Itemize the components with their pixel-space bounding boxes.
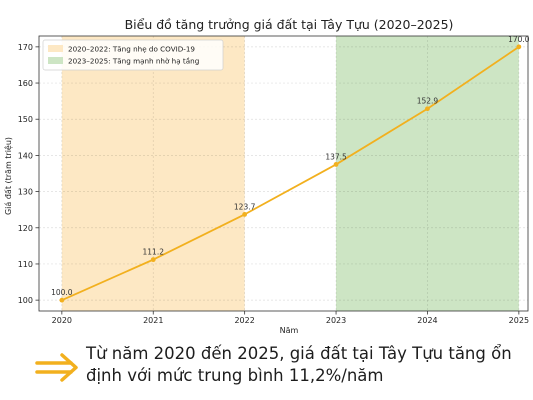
x-tick-label: 2024	[417, 316, 437, 325]
y-tick-label: 110	[18, 260, 33, 269]
land-price-chart: Biểu đồ tăng trưởng giá đất tại Tây Tựu …	[3, 17, 530, 335]
y-tick-label: 170	[18, 43, 33, 52]
legend-box	[42, 39, 224, 71]
x-tick-label: 2021	[143, 316, 163, 325]
legend-swatch	[48, 57, 63, 64]
y-tick-label: 120	[18, 224, 33, 233]
legend-label: 2023–2025: Tăng mạnh nhờ hạ tầng	[68, 57, 199, 66]
x-axis-label: Năm	[280, 326, 299, 335]
data-point	[242, 211, 248, 217]
y-tick-label: 160	[18, 79, 33, 88]
data-label: 170.0	[508, 35, 530, 44]
x-tick-label: 2023	[326, 316, 346, 325]
y-tick-label: 150	[18, 115, 33, 124]
x-tick-label: 2025	[509, 316, 529, 325]
x-tick-label: 2022	[234, 316, 254, 325]
data-point	[333, 162, 339, 167]
data-point	[425, 106, 430, 112]
data-point	[150, 257, 156, 263]
data-label: 137.5	[325, 152, 347, 161]
y-tick-label: 100	[18, 296, 33, 305]
data-label: 111.2	[143, 248, 165, 257]
y-tick-label: 130	[18, 188, 33, 197]
x-tick-label: 2020	[52, 316, 72, 325]
data-point	[59, 297, 65, 303]
legend-swatch	[48, 45, 63, 52]
data-label: 100.0	[51, 288, 73, 297]
y-axis-label: Giá đất (trăm triệu)	[3, 137, 13, 215]
caption-text: Từ năm 2020 đến 2025, giá đất tại Tây Tự…	[86, 344, 512, 385]
data-label: 152.9	[417, 97, 439, 106]
data-label: 123.7	[234, 202, 256, 211]
shaded-region-1	[61, 36, 245, 311]
chart-title: Biểu đồ tăng trưởng giá đất tại Tây Tựu …	[125, 17, 454, 32]
double-arrow-right-icon	[34, 352, 80, 382]
plot-area: 2020 2021 2022 2023 2024 2025 100 110 120 130 140 1…	[18, 35, 530, 325]
caption-block: Từ năm 2020 đến 2025, giá đất tại Tây Tự…	[0, 338, 533, 400]
series-line	[61, 46, 520, 301]
y-tick-label: 140	[18, 151, 33, 160]
data-point	[516, 44, 522, 50]
legend-label: 2020–2022: Tăng nhẹ do COVID-19	[68, 45, 195, 54]
axes-frame	[38, 35, 529, 312]
shaded-region-2	[336, 36, 519, 311]
